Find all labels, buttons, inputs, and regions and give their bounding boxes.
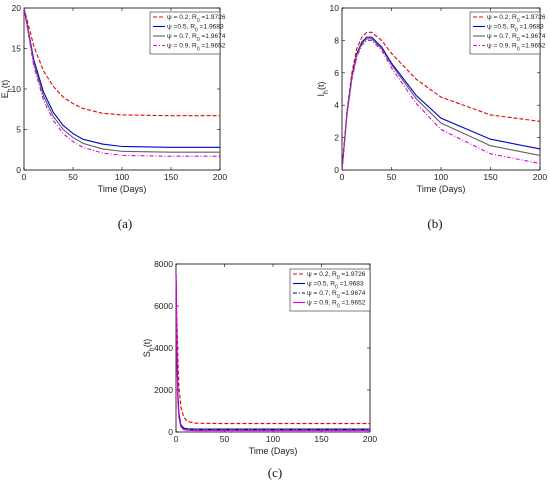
y-tick-label: 20: [12, 3, 22, 13]
x-tick-label: 100: [434, 172, 448, 182]
legend-label-3: ψ = 0.7, R0 =1.9674: [487, 33, 546, 43]
y-tick-label: 0: [16, 165, 21, 175]
y-tick-label: 4000: [154, 343, 173, 353]
x-tick-label: 100: [115, 172, 129, 182]
y-axis-label: Eh(t): [0, 80, 14, 98]
series-line-1: [341, 31, 541, 171]
y-tick-label: 4: [334, 100, 339, 110]
series-line-4: [175, 274, 370, 432]
legend-label-3: ψ = 0.7, R0 =1.9674: [167, 33, 226, 43]
y-tick-label: 2: [334, 133, 339, 143]
y-tick-label: 6000: [154, 301, 173, 311]
caption-a: (a): [118, 216, 132, 231]
legend-box: [149, 11, 221, 55]
y-tick-label: 0: [334, 165, 339, 175]
series-line-1: [23, 7, 220, 117]
x-tick-label: 200: [363, 434, 377, 444]
legend-label-1: ψ = 0.2, R0 =1.9726: [487, 14, 546, 24]
y-axis-label: Sh(t): [142, 339, 156, 357]
y-tick-label: 15: [12, 44, 22, 54]
x-tick-label: 50: [387, 172, 397, 182]
x-tick-label: 100: [266, 434, 280, 444]
x-tick-label: 0: [340, 172, 345, 182]
chart-a: 0 50 100 150 200 0 5 10 15 20 Time (Days) Eh(t) ψ = …: [0, 3, 227, 231]
plot-b: 0 50 100 150 200 0 2 4 6 8 10 Time (Days) Ih(t) ψ = 0…: [316, 3, 547, 194]
legend-label-2: ψ =0.5, R0 =1.9683: [167, 24, 224, 34]
y-axis-label: Ih(t): [316, 82, 330, 97]
y-tick-label: 2000: [154, 385, 173, 395]
x-tick-label: 0: [174, 434, 179, 444]
y-tick-label: 0: [168, 427, 173, 437]
series-line-4: [23, 7, 220, 157]
legend-label-1: ψ = 0.2, R0 =1.9726: [307, 271, 366, 281]
x-tick-label: 50: [220, 434, 230, 444]
x-tick-label: 0: [22, 172, 27, 182]
y-tick-label: 10: [12, 84, 22, 94]
y-tick-label: 8000: [154, 259, 173, 269]
legend-box: [469, 11, 541, 55]
y-tick-label: 5: [16, 125, 21, 135]
legend-box: [289, 268, 371, 312]
x-axis-label: Time (Days): [249, 446, 298, 456]
legend-label-4: ψ = 0.9, R0 =1.9652: [487, 43, 546, 53]
chart-b: 0 50 100 150 200 0 2 4 6 8 10 Time (Days) Ih(t) ψ = 0…: [316, 3, 547, 231]
x-tick-label: 200: [213, 172, 227, 182]
x-axis-label: Time (Days): [417, 184, 466, 194]
y-tick-label: 8: [334, 35, 339, 45]
caption-b: (b): [427, 216, 442, 231]
x-tick-label: 200: [533, 172, 547, 182]
x-axis-label: Time (Days): [98, 184, 147, 194]
x-tick-label: 50: [68, 172, 78, 182]
series-line-2: [23, 7, 220, 148]
plot-a: 0 50 100 150 200 0 5 10 15 20 Time (Days) Eh(t) ψ = …: [0, 3, 227, 194]
x-tick-label: 150: [164, 172, 178, 182]
y-tick-label: 10: [330, 3, 340, 13]
series-line-4: [341, 39, 541, 171]
y-tick-label: 6: [334, 68, 339, 78]
legend-label-2: ψ =0.5, R0 =1.9683: [307, 281, 364, 291]
legend-label-1: ψ = 0.2, R0 =1.9726: [167, 14, 226, 24]
x-tick-label: 150: [483, 172, 497, 182]
series-line-1: [175, 274, 370, 425]
x-tick-label: 150: [314, 434, 328, 444]
legend-label-4: ψ = 0.9, R0 =1.9652: [307, 300, 366, 310]
caption-c: (c): [268, 465, 282, 480]
legend-label-4: ψ = 0.9, R0 =1.9652: [167, 43, 226, 53]
legend-label-2: ψ =0.5, R0 =1.9683: [487, 24, 544, 34]
series-line-3: [23, 7, 220, 153]
legend-label-3: ψ = 0.7, R0 =1.9674: [307, 290, 366, 300]
